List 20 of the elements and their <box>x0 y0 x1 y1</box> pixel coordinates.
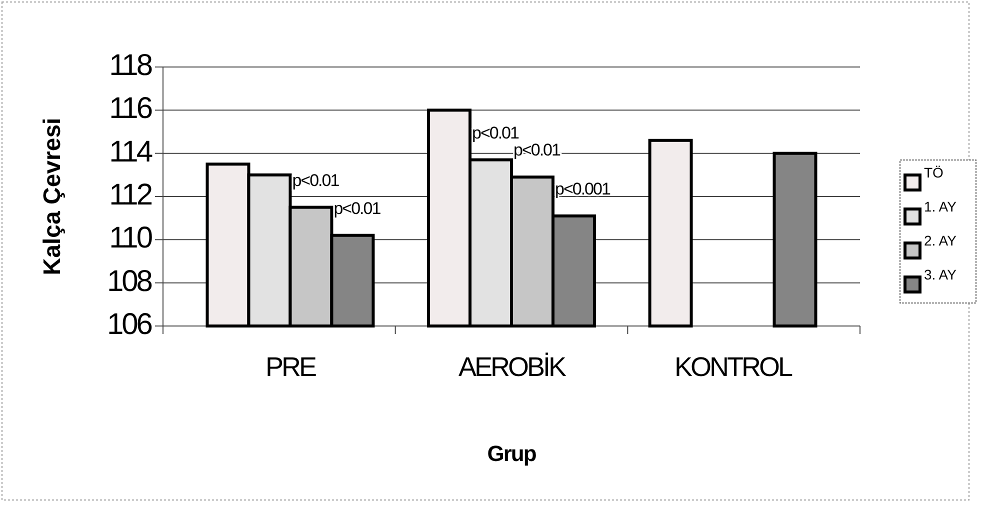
x-tick-label: KONTROL <box>674 352 794 382</box>
legend-label: 1. AY <box>924 198 958 215</box>
y-tick-label: 110 <box>109 222 152 255</box>
y-axis-title: Kalça Çevresi <box>39 118 66 276</box>
x-tick-label: AEROBİK <box>458 352 567 382</box>
y-tick-label: 108 <box>106 264 152 298</box>
annotation: p<0.001 <box>554 179 610 198</box>
y-tick-label: 114 <box>109 135 152 168</box>
y-tick-label: 116 <box>109 92 152 126</box>
legend-label: TÖ <box>924 164 944 181</box>
x-axis-title: Grup <box>487 441 536 466</box>
y-tick-label: 112 <box>109 178 152 212</box>
legend-label: 2. AY <box>924 232 958 249</box>
annotation: p<0.01 <box>472 123 520 142</box>
legend-label: 3. AY <box>924 266 958 283</box>
annotation: p<0.01 <box>334 198 381 218</box>
annotation: p<0.01 <box>292 170 340 190</box>
y-tick-label: 118 <box>109 48 152 82</box>
x-tick-label: PRE <box>265 352 316 382</box>
y-tick-label: 106 <box>106 308 152 341</box>
